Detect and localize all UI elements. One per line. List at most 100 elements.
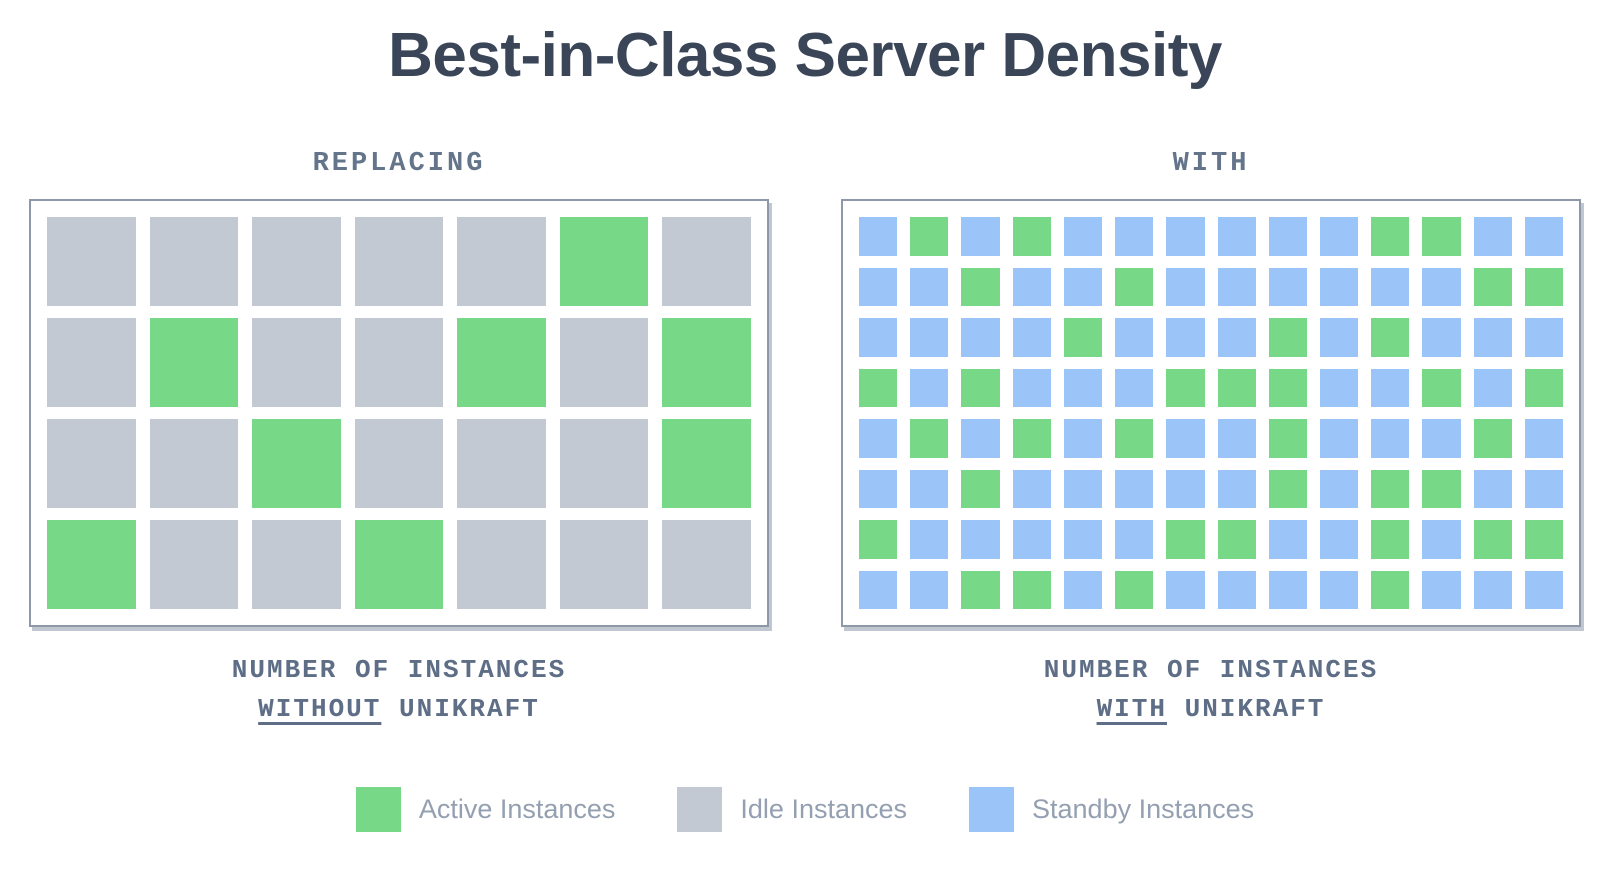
cell-idle-instance [354,217,444,307]
cell-active-instance [1524,368,1563,408]
cell-idle-instance [149,520,239,610]
cell-standby-instance [1063,217,1103,256]
cell-standby-instance [1524,318,1563,357]
cell-active-instance [1217,368,1256,408]
cell-active-instance [149,318,239,408]
cell-active-instance [1371,520,1410,559]
cell-standby-instance [1422,318,1461,357]
caption-line1: NUMBER OF INSTANCES [231,655,567,686]
cell-standby-instance [1166,419,1205,458]
cell-standby-instance [1473,318,1512,357]
idle-instances-swatch-icon [677,787,723,833]
cell-standby-instance [1217,570,1256,610]
cell-standby-instance [1063,368,1103,408]
cell-active-instance [1473,267,1512,307]
cell-standby-instance [1268,520,1307,559]
cell-standby-instance [1371,267,1410,307]
caption-word-unikraft: UNIKRAFT [398,694,540,725]
panel-with-unikraft: WITH NUMBER OF INSTANCES WITH UNIKRAFT [841,147,1581,729]
cell-standby-instance [1268,217,1307,256]
cell-standby-instance [1371,368,1410,408]
cell-active-instance [1115,419,1154,458]
caption-with-unikraft: NUMBER OF INSTANCES WITH UNIKRAFT [1044,651,1378,729]
cell-active-instance [354,520,444,610]
cell-standby-instance [961,520,1000,559]
caption-line1: NUMBER OF INSTANCES [1043,655,1379,686]
cell-standby-instance [1012,520,1051,559]
cell-standby-instance [910,520,949,559]
cell-active-instance [1268,368,1307,408]
cell-active-instance [47,520,136,610]
standby-instances-swatch-icon [969,787,1015,833]
cell-standby-instance [910,318,949,357]
cell-idle-instance [47,217,136,307]
cell-active-instance [910,217,949,256]
cell-standby-instance [1012,318,1051,357]
cell-standby-instance [1268,570,1307,610]
cell-standby-instance [1319,520,1359,559]
cell-active-instance [1012,217,1051,256]
cell-idle-instance [149,419,239,509]
cell-standby-instance [1115,368,1154,408]
cell-idle-instance [252,217,341,307]
cell-standby-instance [1268,267,1307,307]
cell-standby-instance [859,469,898,509]
cell-active-instance [1012,570,1051,610]
caption-line2: WITH UNIKRAFT [1044,690,1378,729]
cell-standby-instance [910,368,949,408]
cell-standby-instance [910,570,949,610]
cell-standby-instance [1422,267,1461,307]
cell-active-instance [1473,520,1512,559]
cell-active-instance [1268,469,1307,509]
cell-active-instance [1268,419,1307,458]
cell-active-instance [961,469,1000,509]
cell-active-instance [910,419,949,458]
cell-active-instance [1422,217,1461,256]
legend-item-standby: Standby Instances [969,787,1255,833]
cell-idle-instance [457,217,546,307]
cell-idle-instance [354,318,444,408]
cell-standby-instance [1217,267,1256,307]
cell-standby-instance [1524,570,1563,610]
cell-standby-instance [1115,318,1154,357]
cell-active-instance [859,520,898,559]
cell-active-instance [1115,267,1154,307]
cell-active-instance [1115,570,1154,610]
cell-standby-instance [1319,469,1359,509]
cell-standby-instance [1063,267,1103,307]
cell-active-instance [1524,520,1563,559]
cell-standby-instance [1166,267,1205,307]
cell-active-instance [1371,318,1410,357]
cell-standby-instance [961,419,1000,458]
cell-standby-instance [1473,368,1512,408]
cell-idle-instance [559,419,649,509]
cell-idle-instance [47,419,136,509]
cell-standby-instance [1319,419,1359,458]
cell-idle-instance [457,520,546,610]
cell-active-instance [961,570,1000,610]
cell-standby-instance [1319,570,1359,610]
cell-standby-instance [1524,469,1563,509]
caption-without-unikraft: NUMBER OF INSTANCES WITHOUT UNIKRAFT [232,651,566,729]
cell-idle-instance [354,419,444,509]
cell-idle-instance [559,520,649,610]
cell-standby-instance [859,217,898,256]
cell-standby-instance [1063,570,1103,610]
cell-active-instance [1371,469,1410,509]
cell-active-instance [1371,217,1410,256]
cell-standby-instance [1012,469,1051,509]
cell-standby-instance [1166,570,1205,610]
legend-label-standby: Standby Instances [1032,794,1255,825]
cell-idle-instance [252,520,341,610]
cell-standby-instance [961,217,1000,256]
cell-standby-instance [1319,217,1359,256]
caption-word-unikraft: UNIKRAFT [1184,694,1326,725]
cell-standby-instance [1063,520,1103,559]
cell-standby-instance [910,267,949,307]
cell-standby-instance [859,318,898,357]
cell-standby-instance [1473,469,1512,509]
cell-standby-instance [859,419,898,458]
cell-idle-instance [662,520,751,610]
comparison-panels: REPLACING NUMBER OF INSTANCES WITHOUT UN… [0,147,1610,729]
cell-standby-instance [910,469,949,509]
